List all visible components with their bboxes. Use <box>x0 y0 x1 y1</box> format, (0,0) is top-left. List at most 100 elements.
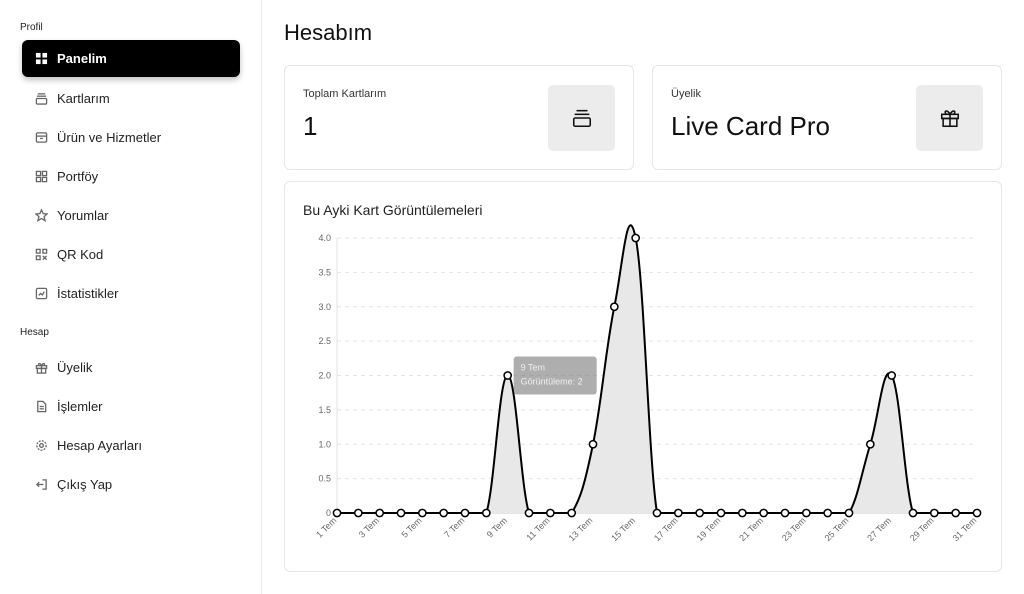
data-point <box>396 508 406 518</box>
sidebar-item-label: Panelim <box>57 51 107 66</box>
sidebar-item-cikis-yap[interactable]: Çıkış Yap <box>22 465 240 504</box>
stat-cards: Toplam Kartlarım 1 Üyelik Live Card Pro <box>284 65 1002 170</box>
x-tick-label: 19 Tem <box>695 515 723 543</box>
data-point <box>588 439 598 449</box>
page-title: Hesabım <box>284 20 373 45</box>
gift-icon <box>34 361 48 375</box>
data-point <box>503 371 513 380</box>
data-point <box>332 508 342 518</box>
y-tick-label: 4.0 <box>318 233 331 243</box>
membership-label: Üyelik <box>671 88 701 100</box>
grid-icon <box>34 170 48 184</box>
data-point <box>801 508 811 518</box>
x-tick-label: 31 Tem <box>951 515 979 543</box>
sidebar-item-islemler[interactable]: İşlemler <box>22 387 240 426</box>
sidebar-item-label: QR Kod <box>57 247 104 262</box>
sidebar-item-label: Üyelik <box>57 360 93 375</box>
sidebar-item-label: Ürün ve Hizmetler <box>57 130 162 145</box>
sidebar-item-panelim[interactable]: Panelim <box>22 40 240 77</box>
data-point <box>375 508 385 518</box>
sidebar-item-istatistikler[interactable]: İstatistikler <box>22 274 240 313</box>
gear-icon <box>34 439 48 453</box>
data-point <box>780 508 790 518</box>
x-tick-label: 25 Tem <box>823 515 851 543</box>
qr-code-icon <box>34 248 48 262</box>
x-tick-label: 5 Tem <box>399 515 423 539</box>
x-tick-label: 9 Tem <box>485 515 509 539</box>
sidebar-item-label: Yorumlar <box>57 208 109 223</box>
y-tick-label: 2.0 <box>318 371 331 381</box>
data-point <box>460 508 470 518</box>
data-point <box>652 508 662 518</box>
total-cards-label: Toplam Kartlarım <box>303 88 387 100</box>
sidebar-item-yorumlar[interactable]: Yorumlar <box>22 196 240 235</box>
data-point <box>887 371 897 380</box>
y-tick-label: 2.5 <box>318 336 331 346</box>
series-area <box>337 225 977 513</box>
cards-stack-icon <box>548 85 615 151</box>
data-point <box>823 508 833 518</box>
x-tick-label: 23 Tem <box>780 515 808 543</box>
gift-icon <box>916 85 983 151</box>
data-point <box>695 508 705 518</box>
tooltip-title: 9 Tem <box>521 363 545 373</box>
box-icon <box>34 131 48 145</box>
data-point <box>439 508 449 518</box>
y-tick-label: 1.0 <box>318 439 331 449</box>
sidebar-item-qr-kod[interactable]: QR Kod <box>22 235 240 274</box>
data-point <box>844 508 854 518</box>
document-icon <box>34 400 48 414</box>
data-point <box>951 508 961 518</box>
x-tick-label: 15 Tem <box>609 515 637 543</box>
data-point <box>908 508 918 518</box>
membership-card: Üyelik Live Card Pro <box>652 65 1002 170</box>
tooltip-body: Görüntüleme: 2 <box>521 377 583 387</box>
data-point <box>353 508 363 518</box>
sidebar-item-urun-hizmetler[interactable]: Ürün ve Hizmetler <box>22 118 240 157</box>
data-point <box>716 508 726 518</box>
sidebar-item-label: Portföy <box>57 169 99 184</box>
x-tick-label: 11 Tem <box>524 515 551 542</box>
x-tick-label: 21 Tem <box>737 515 765 543</box>
sidebar-item-label: Çıkış Yap <box>57 477 113 492</box>
data-point <box>524 508 534 518</box>
sidebar-item-hesap-ayarlari[interactable]: Hesap Ayarları <box>22 426 240 465</box>
y-tick-label: 3.5 <box>318 267 331 277</box>
x-tick-label: 7 Tem <box>442 515 466 539</box>
star-icon <box>34 209 48 223</box>
sidebar-item-kartlarim[interactable]: Kartlarım <box>22 79 240 118</box>
x-tick-label: 13 Tem <box>567 515 595 543</box>
data-point <box>759 508 769 518</box>
data-point <box>481 508 491 518</box>
total-cards-card: Toplam Kartlarım 1 <box>284 65 634 170</box>
y-tick-label: 3.0 <box>318 302 331 312</box>
sidebar-item-uyelik[interactable]: Üyelik <box>22 348 240 387</box>
account-section-label: Hesap <box>20 327 49 338</box>
data-point <box>631 233 641 243</box>
total-cards-value: 1 <box>303 111 318 141</box>
sidebar-item-label: Kartlarım <box>57 91 110 106</box>
cards-stack-icon <box>34 92 48 106</box>
data-point <box>545 508 555 518</box>
chart-title: Bu Ayki Kart Görüntülemeleri <box>303 202 483 218</box>
y-tick-label: 1.5 <box>318 405 331 415</box>
y-tick-label: 0 <box>326 508 331 518</box>
membership-value: Live Card Pro <box>671 111 830 141</box>
x-tick-label: 1 Tem <box>314 515 338 539</box>
tooltip-box <box>513 356 597 395</box>
y-tick-label: 0.5 <box>318 474 331 484</box>
views-chart: 0 0.5 1.0 1.5 2.0 2.5 3.0 3.5 4.0 1 Tem 3 Tem 5 Tem… <box>314 224 982 543</box>
data-point <box>929 508 939 518</box>
profile-section-label: Profil <box>20 22 43 33</box>
data-point <box>972 508 982 518</box>
sidebar-item-label: İstatistikler <box>57 286 119 301</box>
data-point <box>673 508 683 518</box>
data-point <box>567 508 577 518</box>
data-point <box>609 302 619 312</box>
x-tick-label: 3 Tem <box>357 515 381 539</box>
sidebar-item-label: Hesap Ayarları <box>57 438 143 453</box>
x-tick-label: 29 Tem <box>908 515 936 543</box>
sidebar-item-portfoy[interactable]: Portföy <box>22 157 240 196</box>
x-tick-label: 27 Tem <box>865 515 893 543</box>
